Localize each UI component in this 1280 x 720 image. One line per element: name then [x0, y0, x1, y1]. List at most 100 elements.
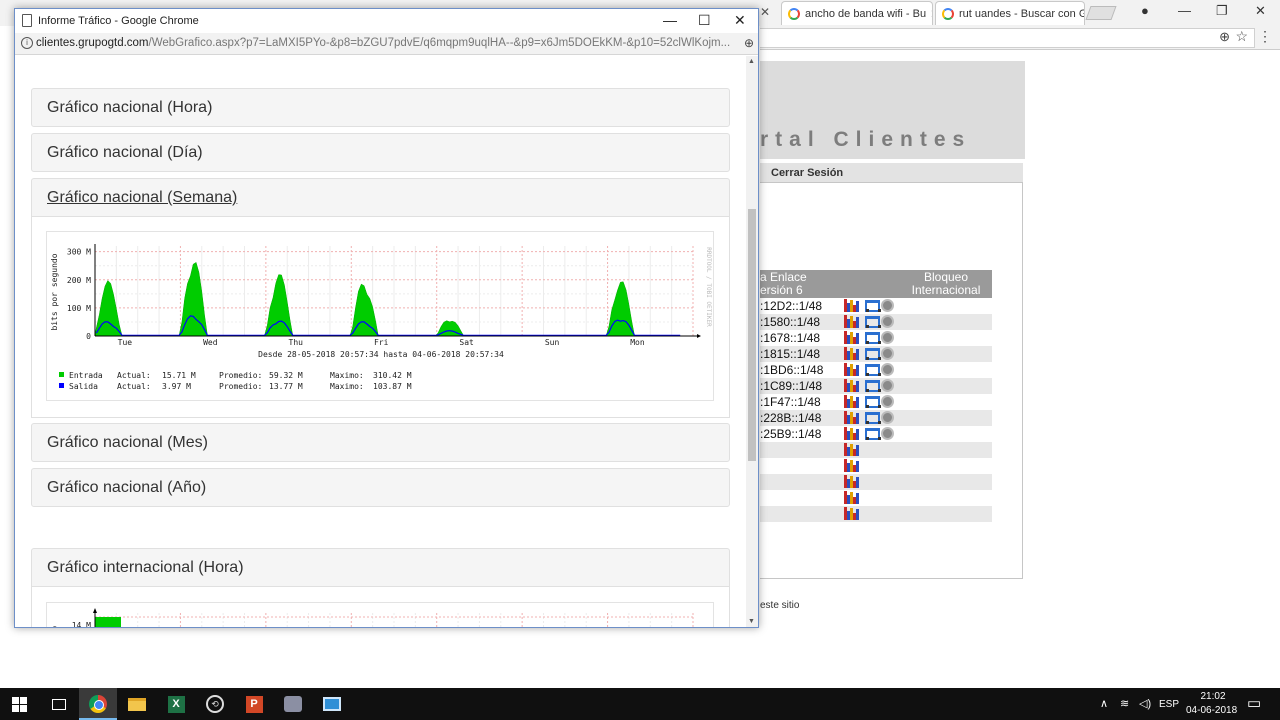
zoom-icon[interactable]: ⊕ — [743, 36, 754, 50]
clock-date[interactable]: 04-06-2018 — [1186, 705, 1238, 716]
chart-icon[interactable] — [844, 459, 860, 472]
chart-icon[interactable] — [844, 491, 860, 504]
network-icon[interactable]: ≋ — [1120, 698, 1130, 710]
restore-icon[interactable]: ❐ — [1216, 3, 1228, 18]
cart-icon[interactable] — [863, 315, 881, 328]
chart-svg: 300 M 200 M 100 M 0 bits por segundo RRDTOOL … — [50, 244, 712, 391]
taskbar-powerpoint[interactable]: P — [235, 688, 273, 720]
close-icon[interactable]: ✕ — [1255, 3, 1266, 18]
panel-nacional-semana[interactable]: Gráfico nacional (Semana) — [31, 178, 730, 217]
close-icon[interactable]: ✕ — [734, 12, 746, 28]
chart-icon[interactable] — [844, 411, 860, 424]
taskbar-app-circle[interactable]: ⟲ — [196, 688, 234, 720]
main-content-frame — [760, 182, 1023, 579]
magnifier-icon[interactable] — [881, 347, 894, 360]
table-row: :1BD6::1/48 — [760, 362, 992, 378]
cart-icon[interactable] — [863, 427, 881, 440]
panel-label: Gráfico internacional (Hora) — [47, 559, 244, 576]
cart-icon[interactable] — [863, 299, 881, 312]
magnifier-icon[interactable] — [881, 299, 894, 312]
portal-title: rtal Clientes — [760, 128, 972, 151]
taskbar-excel[interactable]: X — [157, 688, 195, 720]
bookmark-star-icon[interactable]: ☆ — [1235, 28, 1248, 44]
chart-icon[interactable] — [844, 299, 860, 312]
popup-addressbar[interactable]: i clientes.grupogtd.com/WebGrafico.aspx?… — [15, 33, 758, 55]
cart-icon[interactable] — [863, 379, 881, 392]
magnifier-icon[interactable] — [881, 395, 894, 408]
cart-icon[interactable] — [863, 347, 881, 360]
chevron-up-icon[interactable]: ∧ — [1100, 698, 1109, 710]
logout-link[interactable]: Cerrar Sesión — [760, 163, 1023, 182]
minimize-icon[interactable]: — — [663, 12, 677, 28]
scroll-thumb[interactable] — [748, 209, 756, 461]
table-row — [760, 458, 992, 474]
chart-icon[interactable] — [844, 395, 860, 408]
panel-nacional-hora[interactable]: Gráfico nacional (Hora) — [31, 88, 730, 127]
minimize-icon[interactable]: — — [1178, 3, 1191, 18]
task-view-icon — [52, 698, 66, 710]
clock-time[interactable]: 21:02 — [1200, 691, 1226, 702]
profile-icon[interactable]: ● — [1141, 3, 1149, 18]
scroll-down-arrow[interactable]: ▼ — [748, 618, 755, 625]
chart-icon[interactable] — [844, 379, 860, 392]
cart-icon[interactable] — [863, 395, 881, 408]
magnifier-icon[interactable] — [881, 379, 894, 392]
taskbar-remote-desktop[interactable] — [313, 688, 351, 720]
y-tick-label: 300 M — [67, 248, 91, 257]
chart-icon[interactable] — [844, 331, 860, 344]
background-omnibox[interactable] — [760, 28, 1255, 48]
popup-content: Gráfico nacional (Hora) Gráfico nacional… — [15, 56, 746, 627]
portal-banner: rtal Clientes — [760, 61, 1025, 159]
background-tab-2[interactable]: rut uandes - Buscar con G ✕ — [935, 1, 1085, 25]
chart-icon[interactable] — [844, 363, 860, 376]
background-tab-1[interactable]: ancho de banda wifi - Bu ✕ — [781, 1, 933, 25]
magnifier-icon[interactable] — [881, 331, 894, 344]
table-row: :1678::1/48 — [760, 330, 992, 346]
scroll-up-arrow[interactable]: ▲ — [748, 58, 755, 65]
table-row: :25B9::1/48 — [760, 426, 992, 442]
magnifier-icon[interactable] — [881, 411, 894, 424]
language-indicator[interactable]: ESP — [1159, 699, 1180, 710]
panel-internacional-hora[interactable]: Gráfico internacional (Hora) — [31, 548, 730, 587]
volume-icon[interactable]: ◁) — [1139, 698, 1152, 710]
info-icon[interactable]: i — [21, 37, 33, 49]
chart-icon[interactable] — [844, 507, 860, 520]
close-tab-icon[interactable]: ✕ — [926, 7, 932, 21]
menu-icon[interactable]: ⋮ — [1258, 28, 1272, 44]
legend-promedio-value: 13.77 M — [269, 382, 303, 391]
notification-icon[interactable]: ▭ — [1247, 695, 1262, 712]
magnifier-icon[interactable] — [881, 315, 894, 328]
new-tab-button[interactable] — [1085, 6, 1117, 20]
scrollbar[interactable]: ▲ ▼ — [746, 56, 758, 627]
y-tick-label: 200 M — [67, 276, 91, 285]
cart-icon[interactable] — [863, 411, 881, 424]
start-button[interactable] — [0, 688, 38, 720]
panel-nacional-ano[interactable]: Gráfico nacional (Año) — [31, 468, 730, 507]
magnifier-icon[interactable] — [881, 363, 894, 376]
taskbar-explorer[interactable] — [118, 688, 156, 720]
panel-nacional-mes[interactable]: Gráfico nacional (Mes) — [31, 423, 730, 462]
url-text[interactable]: clientes.grupogtd.com/WebGrafico.aspx?p7… — [36, 37, 736, 49]
maximize-icon[interactable]: ☐ — [698, 12, 711, 28]
magnifier-icon[interactable] — [881, 427, 894, 440]
panel-nacional-dia[interactable]: Gráfico nacional (Día) — [31, 133, 730, 172]
table-row — [760, 442, 992, 458]
cart-icon[interactable] — [863, 363, 881, 376]
x-tick-label: Mon — [630, 338, 645, 347]
chart-icon[interactable] — [844, 347, 860, 360]
legend-maximo-value: 103.87 M — [373, 382, 412, 391]
chart-icon[interactable] — [844, 427, 860, 440]
task-view-button[interactable] — [40, 688, 78, 720]
row-address: :1815::1/48 — [760, 347, 821, 361]
background-tabstrip: ✕ ancho de banda wifi - Bu ✕ rut uandes … — [0, 0, 1280, 26]
windows-icon — [11, 696, 27, 712]
cart-icon[interactable] — [863, 331, 881, 344]
chart-icon[interactable] — [844, 475, 860, 488]
chart-icon[interactable] — [844, 315, 860, 328]
zoom-icon[interactable]: ⊕ — [1219, 29, 1230, 44]
url-path: /WebGrafico.aspx?p7=LaMXI5PYo-&p8=bZGU7p… — [148, 37, 731, 49]
taskbar-chrome[interactable] — [79, 688, 117, 720]
chart-icon[interactable] — [844, 443, 860, 456]
taskbar-app[interactable] — [274, 688, 312, 720]
close-tab-icon[interactable]: ✕ — [760, 5, 771, 19]
